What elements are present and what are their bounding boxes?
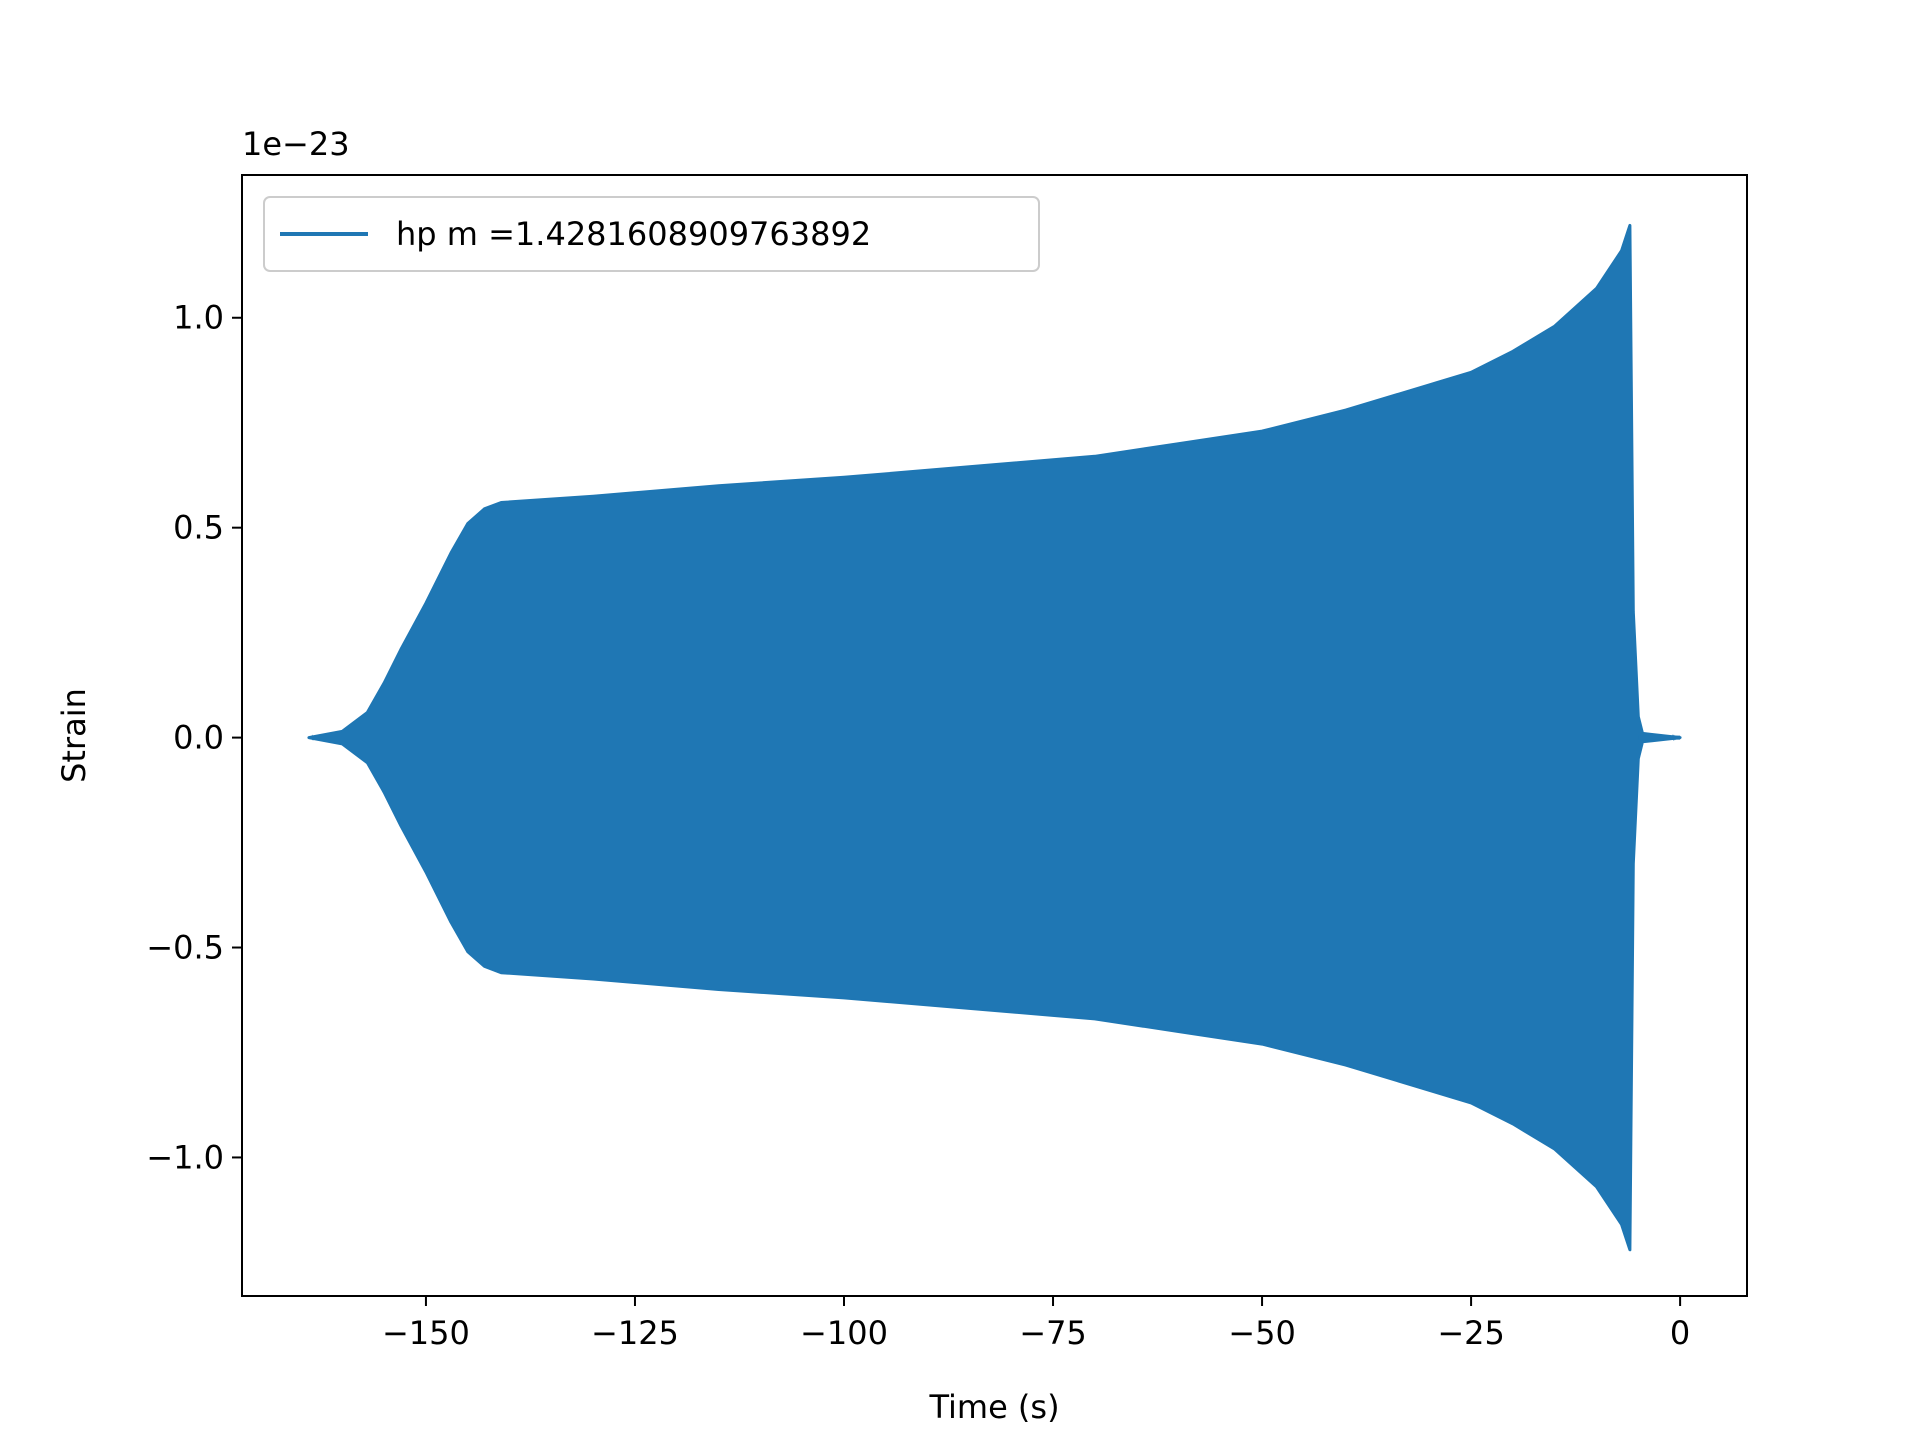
x-tick-label: −150 [382, 1314, 470, 1352]
legend-box [263, 196, 1040, 272]
x-tick-label: −75 [1019, 1314, 1087, 1352]
y-axis-label: Strain [55, 688, 93, 783]
y-tick-label: 0.0 [173, 719, 224, 757]
series-line [308, 225, 1681, 1249]
x-tick-label: −25 [1437, 1314, 1505, 1352]
y-tick-label: −1.0 [146, 1138, 224, 1176]
y-tick-label: 1.0 [173, 299, 224, 337]
legend-label: hp m =1.4281608909763892 [396, 215, 871, 253]
axes-frame [241, 174, 1748, 1297]
y-tick-label: −0.5 [146, 929, 224, 967]
legend: hp m =1.4281608909763892 [263, 196, 1040, 272]
y-offset-label: 1e−23 [242, 125, 350, 163]
y-tick-label: 0.5 [173, 509, 224, 547]
x-tick-label: −50 [1228, 1314, 1296, 1352]
x-axis-label: Time (s) [928, 1388, 1059, 1426]
x-tick-label: 0 [1670, 1314, 1690, 1352]
x-tick-label: −100 [800, 1314, 888, 1352]
x-tick-label: −125 [591, 1314, 679, 1352]
